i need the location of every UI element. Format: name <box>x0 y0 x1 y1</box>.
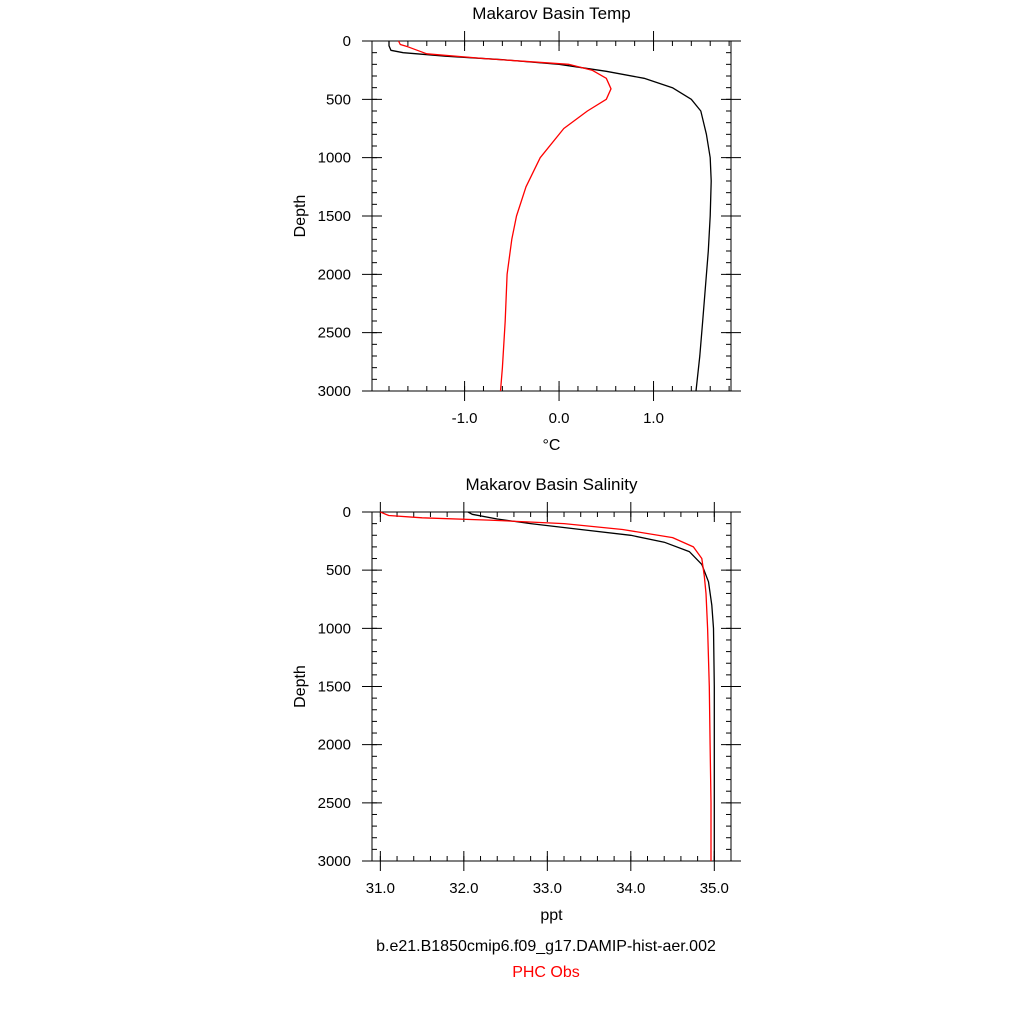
chart-title: Makarov Basin Temp <box>472 4 630 23</box>
y-tick-label: 2000 <box>318 266 351 283</box>
chart-title: Makarov Basin Salinity <box>466 475 638 494</box>
x-tick-label: 32.0 <box>449 880 478 897</box>
y-tick-label: 0 <box>343 504 351 521</box>
temp-chart: -1.0 0.0 1.0 0 500 1000 1500 2000 2500 3000 Makaro… <box>292 4 741 454</box>
series-line-model <box>467 511 715 861</box>
y-tick-label: 2000 <box>318 737 351 754</box>
legend: b.e21.B1850cmip6.f09_g17.DAMIP-hist-aer.… <box>376 938 716 981</box>
x-tick-label: 35.0 <box>700 880 729 897</box>
x-tick-label: 31.0 <box>366 880 395 897</box>
x-axis-label: ppt <box>540 907 563 924</box>
y-tick-label: 500 <box>326 562 351 579</box>
x-tick-label: 33.0 <box>533 880 562 897</box>
x-axis-label: °C <box>543 437 561 454</box>
series-line-obs <box>380 511 712 861</box>
x-tick-label: 1.0 <box>643 410 664 427</box>
salinity-chart: 31.0 32.0 33.0 34.0 35.0 0 500 1000 1500 2000 2500… <box>292 475 741 924</box>
y-tick-label: 1000 <box>318 620 351 637</box>
plot-frame <box>371 40 732 392</box>
y-tick-label: 3000 <box>318 853 351 870</box>
y-tick-label: 2500 <box>318 795 351 812</box>
x-tick-label: 34.0 <box>616 880 645 897</box>
x-tick-label: -1.0 <box>452 410 478 427</box>
y-axis-label: Depth <box>292 195 309 238</box>
y-tick-label: 2500 <box>318 325 351 342</box>
y-tick-label: 0 <box>343 33 351 50</box>
y-axis-label: Depth <box>292 665 309 708</box>
legend-item-obs: PHC Obs <box>512 964 580 981</box>
y-tick-label: 1500 <box>318 679 351 696</box>
plot-frame <box>371 511 732 862</box>
y-tick-label: 3000 <box>318 383 351 400</box>
x-tick-label: 0.0 <box>549 410 570 427</box>
y-tick-label: 1500 <box>318 208 351 225</box>
series-line-obs <box>397 40 612 392</box>
series-line-model <box>388 41 712 392</box>
y-tick-label: 500 <box>326 91 351 108</box>
legend-item-model: b.e21.B1850cmip6.f09_g17.DAMIP-hist-aer.… <box>376 938 716 955</box>
y-tick-label: 1000 <box>318 150 351 167</box>
